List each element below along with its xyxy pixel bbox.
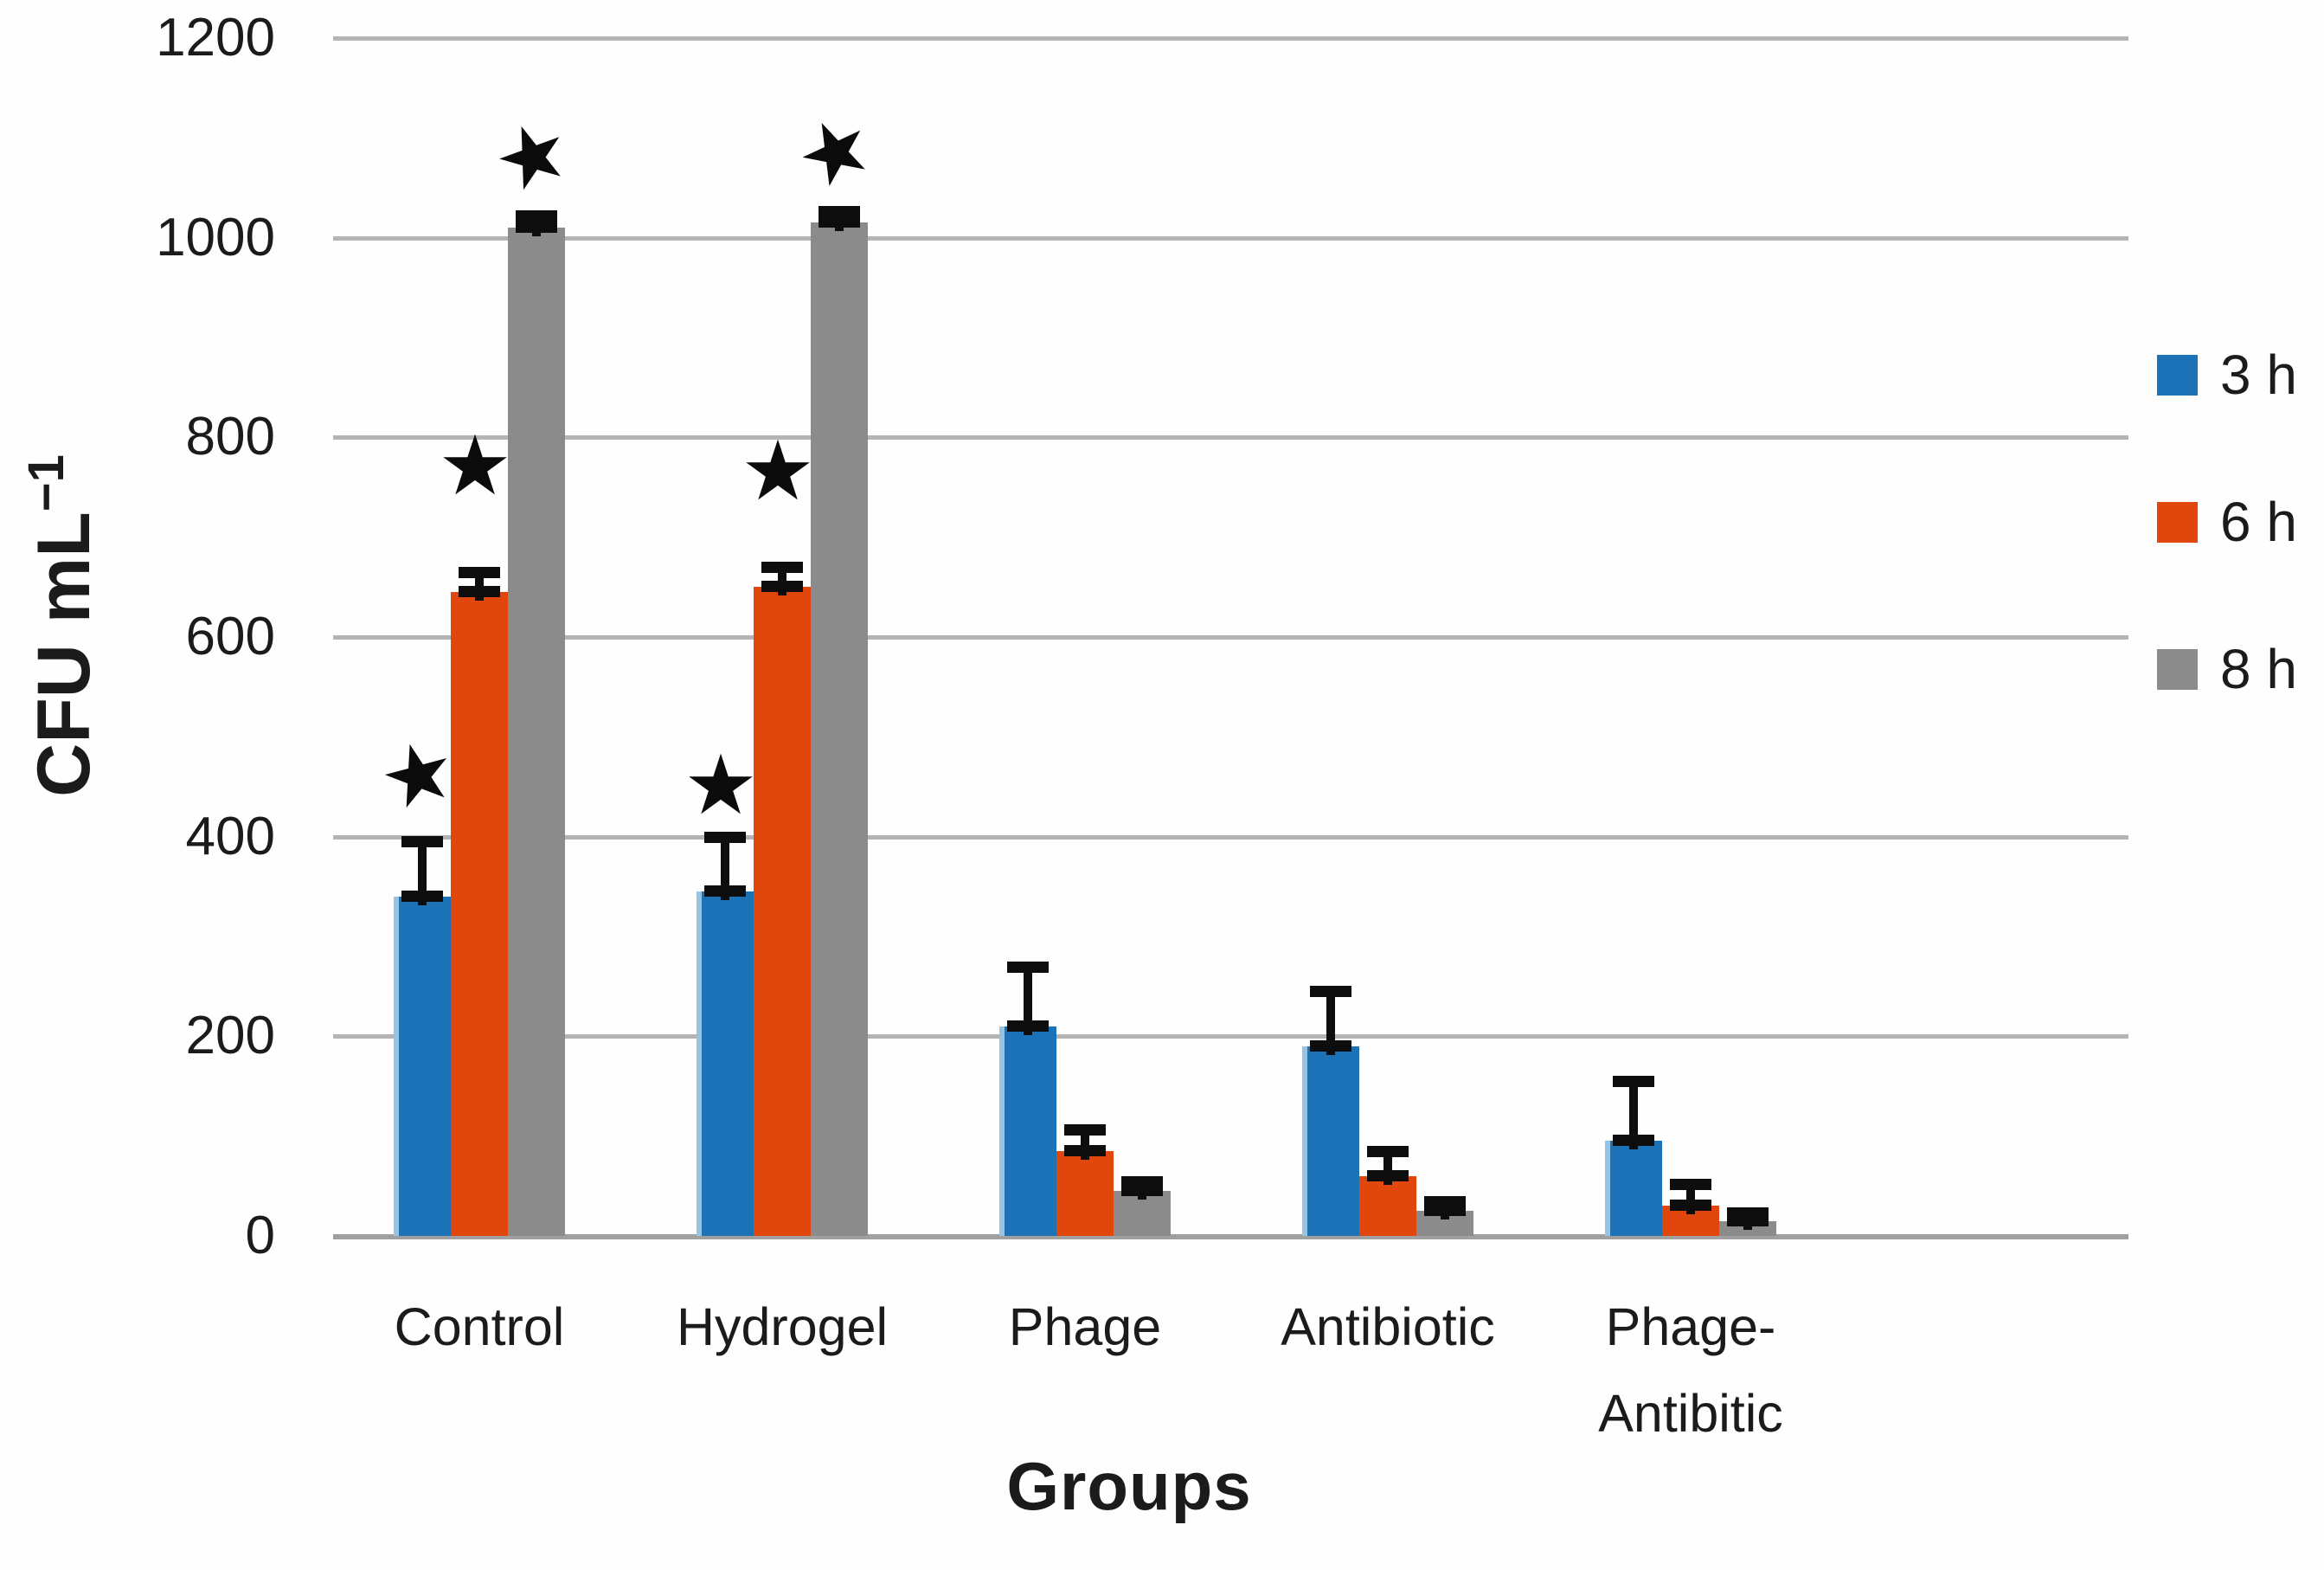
- legend-swatch-6h: [2157, 501, 2198, 543]
- y-axis-title-text: CFU mL: [22, 512, 106, 797]
- y-tick-label-1000: 1000: [156, 207, 275, 267]
- x-category-label-hydrogel: Hydrogel: [677, 1284, 888, 1370]
- legend-item-6h: 6 h: [2157, 489, 2297, 555]
- error-bar-top-cap: [704, 831, 746, 843]
- error-bar-bottom-cap: [1613, 1135, 1654, 1147]
- x-axis-title: Groups: [1006, 1448, 1252, 1524]
- error-bar-stem: [1629, 1081, 1638, 1150]
- error-bar-bottom-cap: [1727, 1214, 1769, 1226]
- bar-control-6h: [451, 592, 508, 1236]
- error-bar-bottom-cap: [1670, 1200, 1711, 1212]
- error-bar-bottom-cap: [704, 885, 746, 898]
- y-axis-title: CFU mL−1: [17, 454, 107, 797]
- y-tick-label-800: 800: [185, 407, 275, 467]
- error-bar-top-cap: [1007, 961, 1049, 973]
- significance-star: ★: [438, 416, 513, 514]
- legend-label: 3 h: [2220, 344, 2297, 406]
- y-tick-label-600: 600: [185, 607, 275, 666]
- gridline-1000: [333, 235, 2128, 241]
- error-bar-top-cap: [1367, 1145, 1409, 1157]
- error-bar-top-cap: [1424, 1195, 1466, 1207]
- bar-control-8h: [508, 228, 565, 1236]
- x-category-label-line: Phage-: [1605, 1297, 1776, 1356]
- error-bar-top-cap: [819, 205, 860, 217]
- error-bar-top-cap: [1613, 1076, 1654, 1088]
- gridline-600: [333, 635, 2128, 640]
- error-bar-bottom-cap: [761, 581, 803, 593]
- bar-antibiotic-6h: [1359, 1175, 1416, 1236]
- error-bar-bottom-cap: [1064, 1144, 1106, 1156]
- error-bar-top-cap: [1310, 986, 1351, 998]
- error-bar-top-cap: [761, 562, 803, 574]
- bar-antibiotic-3h: [1302, 1046, 1359, 1236]
- error-bar-top-cap: [1121, 1175, 1163, 1187]
- error-bar-stem: [1326, 991, 1335, 1055]
- x-category-label-line: Antibitic: [1598, 1384, 1783, 1443]
- x-category-label-control: Control: [395, 1284, 565, 1370]
- error-bar-stem: [1024, 966, 1032, 1035]
- y-tick-label-400: 400: [185, 806, 275, 866]
- error-bar-bottom-cap: [819, 216, 860, 228]
- error-bar-stem: [1383, 1150, 1392, 1185]
- error-bar-bottom-cap: [459, 586, 500, 598]
- bar-hydrogel-8h: [811, 222, 868, 1236]
- legend-label: 8 h: [2220, 638, 2297, 700]
- gridline-1200: [333, 36, 2128, 41]
- legend-swatch-3h: [2157, 354, 2198, 396]
- bar-phage-6h: [1056, 1150, 1114, 1236]
- error-bar-top-cap: [516, 210, 557, 222]
- bar-hydrogel-3h: [697, 891, 754, 1236]
- x-category-label-line: Control: [394, 1297, 565, 1356]
- gridline-400: [333, 834, 2128, 840]
- legend-swatch-8h: [2157, 648, 2198, 690]
- x-category-label-phage: Phage: [1009, 1284, 1161, 1370]
- gridline-800: [333, 435, 2128, 441]
- error-bar-bottom-cap: [1121, 1185, 1163, 1197]
- significance-star: ★: [480, 98, 584, 215]
- significance-star: ★: [780, 91, 889, 211]
- error-bar-bottom-cap: [401, 890, 443, 902]
- y-axis-title-superscript: −1: [18, 454, 75, 512]
- error-bar-top-cap: [401, 836, 443, 848]
- y-tick-label-0: 0: [245, 1206, 275, 1265]
- error-bar-stem: [1686, 1184, 1695, 1215]
- x-category-label-line: Antibiotic: [1281, 1297, 1495, 1356]
- x-axis-baseline: [333, 1234, 2128, 1239]
- bar-hydrogel-6h: [754, 587, 811, 1236]
- error-bar-bottom-cap: [1424, 1205, 1466, 1217]
- error-bar-stem: [1081, 1129, 1089, 1160]
- legend-label: 6 h: [2220, 491, 2297, 553]
- error-bar-stem: [721, 836, 729, 901]
- significance-star: ★: [741, 421, 816, 519]
- y-tick-label-1200: 1200: [156, 8, 275, 68]
- error-bar-bottom-cap: [1310, 1039, 1351, 1052]
- bar-phage-antibitic-3h: [1605, 1141, 1662, 1236]
- error-bar-bottom-cap: [1007, 1020, 1049, 1032]
- x-category-label-line: Phage: [1008, 1297, 1162, 1356]
- error-bar-top-cap: [1670, 1179, 1711, 1191]
- x-category-label-antibiotic: Antibiotic: [1281, 1284, 1495, 1370]
- x-category-label-line: Hydrogel: [676, 1297, 889, 1356]
- legend-item-8h: 8 h: [2157, 636, 2297, 702]
- significance-star: ★: [684, 737, 759, 833]
- error-bar-bottom-cap: [516, 222, 557, 234]
- x-category-label-phage-antibitic: Phage- Antibitic: [1598, 1284, 1783, 1457]
- legend-item-3h: 3 h: [2157, 342, 2297, 408]
- y-tick-label-200: 200: [185, 1006, 275, 1066]
- error-bar-top-cap: [459, 567, 500, 579]
- error-bar-top-cap: [1064, 1123, 1106, 1136]
- error-bar-bottom-cap: [1367, 1169, 1409, 1181]
- error-bar-stem: [418, 841, 427, 905]
- bar-phage-3h: [999, 1026, 1056, 1236]
- bar-control-3h: [394, 896, 451, 1236]
- gridline-200: [333, 1034, 2128, 1039]
